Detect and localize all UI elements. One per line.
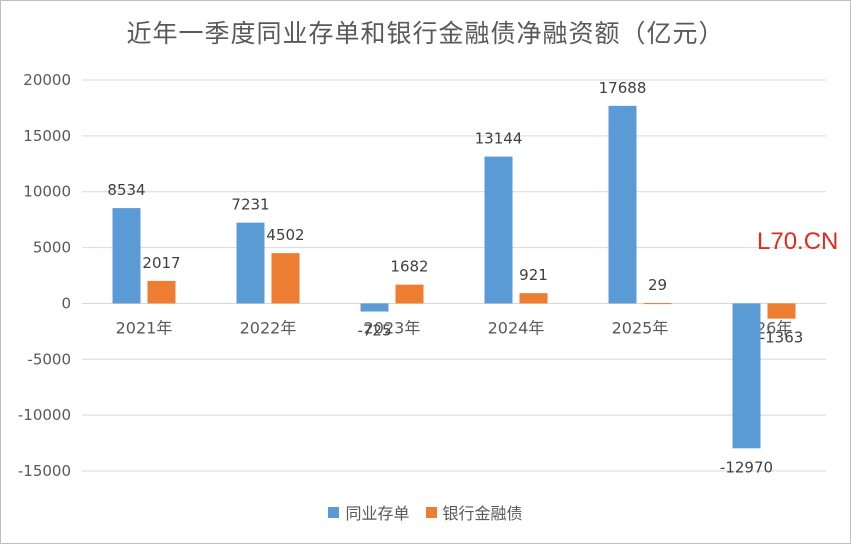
bar-series-2 xyxy=(395,284,424,304)
legend-swatch-series-2 xyxy=(425,506,437,518)
bar-series-2 xyxy=(271,253,300,304)
legend-item-series-1: 同业存单 xyxy=(328,500,410,524)
bar-series-2 xyxy=(767,303,796,319)
y-tick-label: 0 xyxy=(61,294,71,312)
bar-series-2 xyxy=(519,293,548,304)
bar-series-1 xyxy=(112,208,141,304)
x-tick-label: 2022年 xyxy=(240,318,297,337)
bar-series-1 xyxy=(360,303,389,312)
data-label-series-1: -725 xyxy=(357,322,391,340)
legend-swatch-series-1 xyxy=(328,506,340,518)
watermark-text: L70.CN xyxy=(757,228,839,255)
data-label-series-2: 29 xyxy=(648,276,667,294)
bar-series-1 xyxy=(732,303,761,449)
bar-series-2 xyxy=(643,303,672,305)
x-tick-label: 2023年 xyxy=(364,318,421,337)
data-label-series-1: 13144 xyxy=(475,130,523,148)
bar-series-2 xyxy=(147,280,176,304)
y-tick-label: -15000 xyxy=(18,462,71,480)
x-tick-label: 2024年 xyxy=(488,318,545,337)
data-label-series-1: -12970 xyxy=(720,458,773,476)
y-tick-label: 10000 xyxy=(23,183,71,201)
data-label-series-1: 7231 xyxy=(231,196,269,214)
data-label-series-2: 4502 xyxy=(266,226,304,244)
chart-legend: 同业存单 银行金融债 xyxy=(0,500,851,524)
bar-series-1 xyxy=(608,105,637,304)
x-tick-label: 2025年 xyxy=(612,318,669,337)
bar-series-1 xyxy=(236,222,265,304)
data-label-series-2: 1682 xyxy=(390,258,428,276)
data-label-series-2: -1363 xyxy=(760,329,804,347)
legend-label-series-1: 同业存单 xyxy=(345,504,410,523)
y-tick-label: 20000 xyxy=(23,71,71,89)
chart-title: 近年一季度同业存单和银行金融债净融资额（亿元） xyxy=(126,19,725,48)
y-tick-label: 15000 xyxy=(23,127,71,145)
x-tick-label: 2021年 xyxy=(116,318,173,337)
data-label-series-2: 921 xyxy=(519,266,548,284)
data-label-series-2: 2017 xyxy=(142,254,180,272)
legend-label-series-2: 银行金融债 xyxy=(442,504,523,523)
y-tick-label: -10000 xyxy=(18,406,71,424)
y-tick-label: -5000 xyxy=(27,350,71,368)
bar-series-1 xyxy=(484,156,513,304)
legend-item-series-2: 银行金融债 xyxy=(425,500,523,524)
y-tick-label: 5000 xyxy=(33,239,71,257)
data-label-series-1: 17688 xyxy=(599,79,647,97)
data-label-series-1: 8534 xyxy=(107,181,145,199)
